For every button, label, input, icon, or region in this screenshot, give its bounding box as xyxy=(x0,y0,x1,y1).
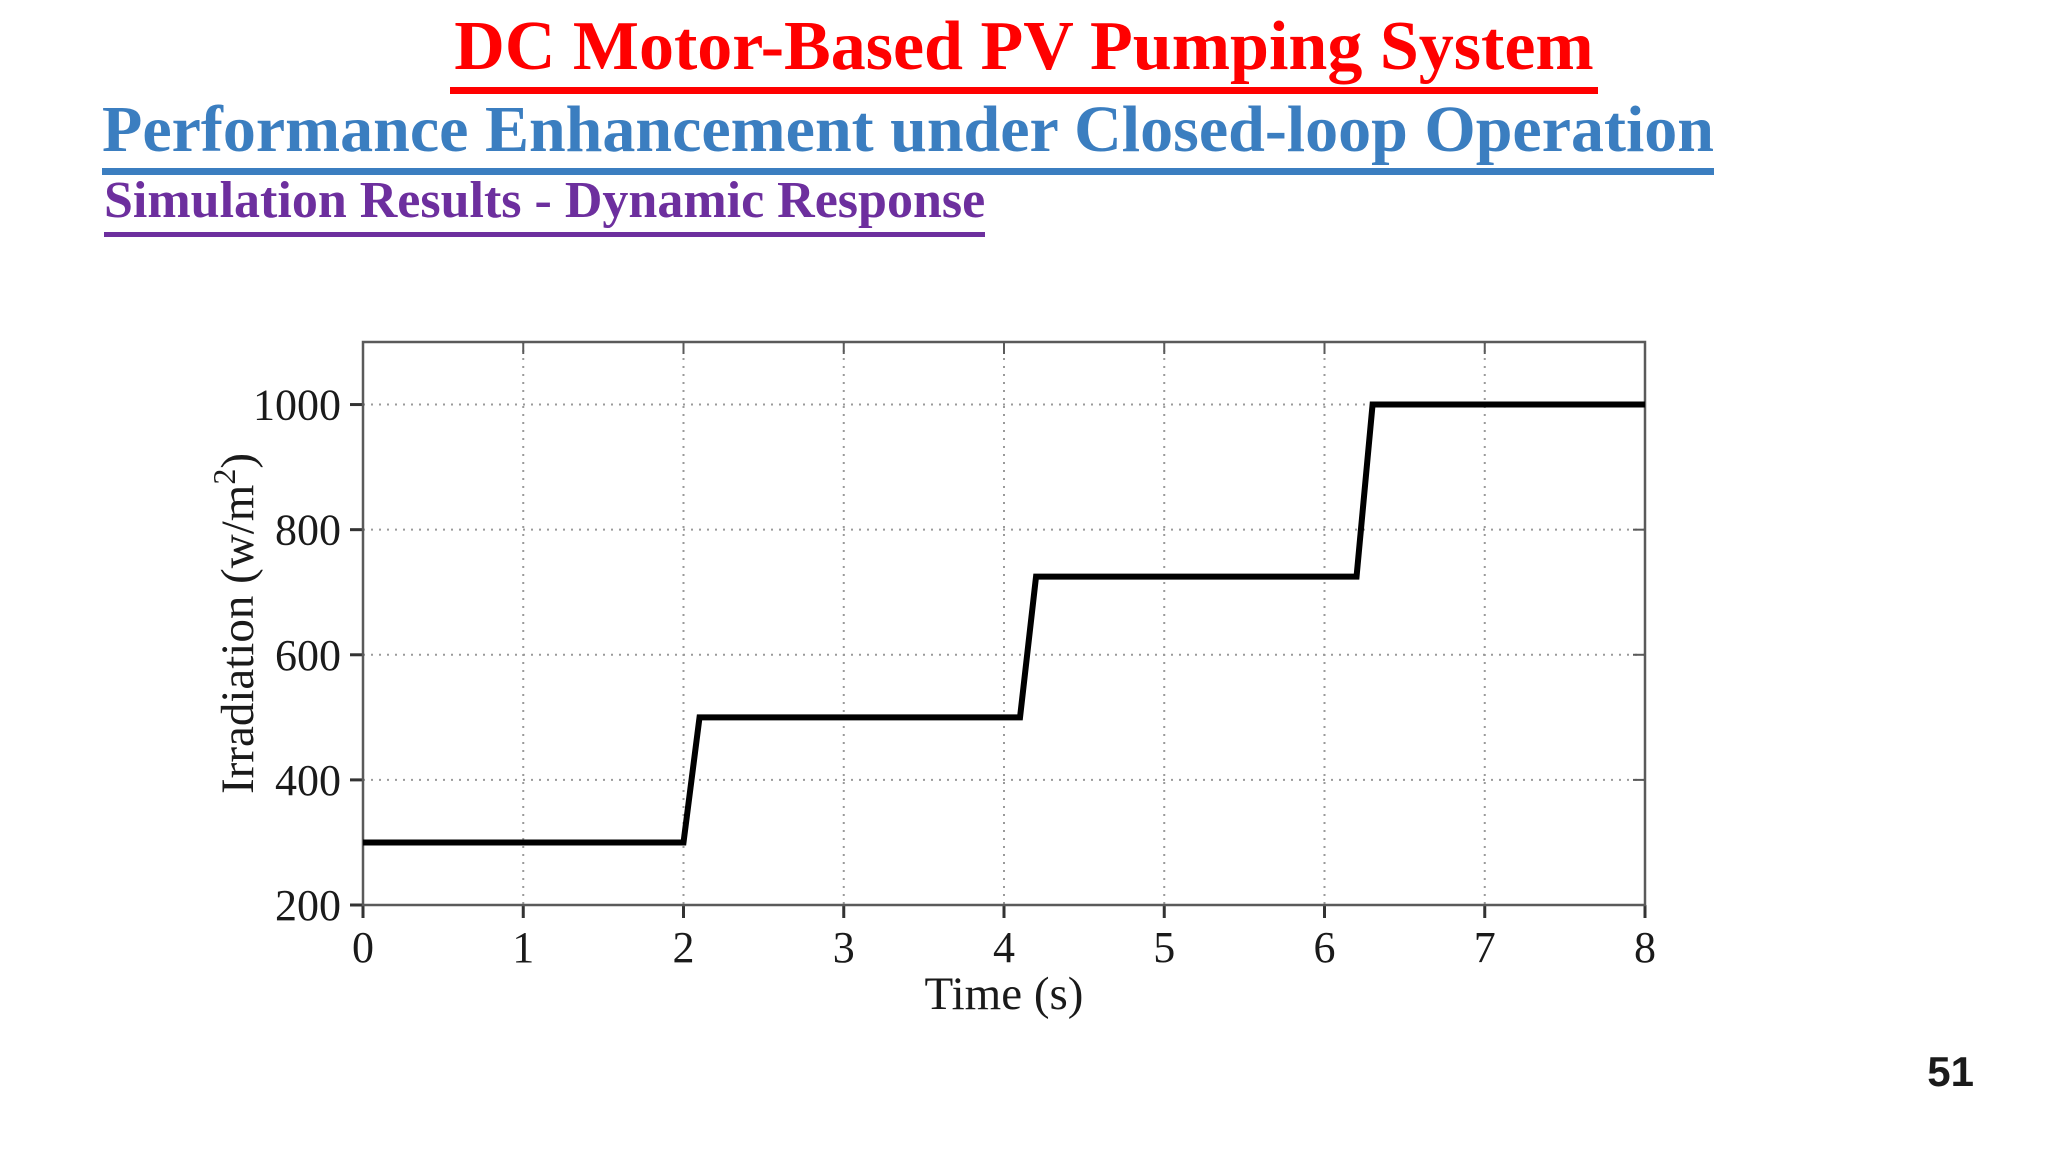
y-tick-label: 200 xyxy=(275,881,341,930)
irradiation-curve xyxy=(363,401,1645,846)
x-tick-label: 2 xyxy=(673,923,695,972)
x-tick-label: 4 xyxy=(993,923,1015,972)
y-tick-label: 400 xyxy=(275,756,341,805)
x-tick-label: 7 xyxy=(1474,923,1496,972)
y-axis-label: Irradiation (w/m2) xyxy=(206,453,264,794)
x-tick-label: 8 xyxy=(1634,923,1656,972)
section-heading: Simulation Results - Dynamic Response xyxy=(104,172,986,238)
page-subtitle: Performance Enhancement under Closed-loo… xyxy=(102,93,1715,175)
x-tick-label: 3 xyxy=(833,923,855,972)
x-tick-label: 6 xyxy=(1314,923,1336,972)
x-tick-label: 5 xyxy=(1153,923,1175,972)
page-number: 51 xyxy=(1927,1048,1974,1095)
x-axis-label: Time (s) xyxy=(925,968,1084,1020)
title-row: DC Motor-Based PV Pumping System xyxy=(0,8,2048,94)
x-tick-label: 0 xyxy=(352,923,374,972)
y-tick-label: 1000 xyxy=(253,381,341,430)
x-tick-label: 1 xyxy=(512,923,534,972)
y-tick-label: 800 xyxy=(275,506,341,555)
page-title: DC Motor-Based PV Pumping System xyxy=(450,8,1598,94)
y-tick-label: 600 xyxy=(275,631,341,680)
axes-box xyxy=(361,340,1647,907)
